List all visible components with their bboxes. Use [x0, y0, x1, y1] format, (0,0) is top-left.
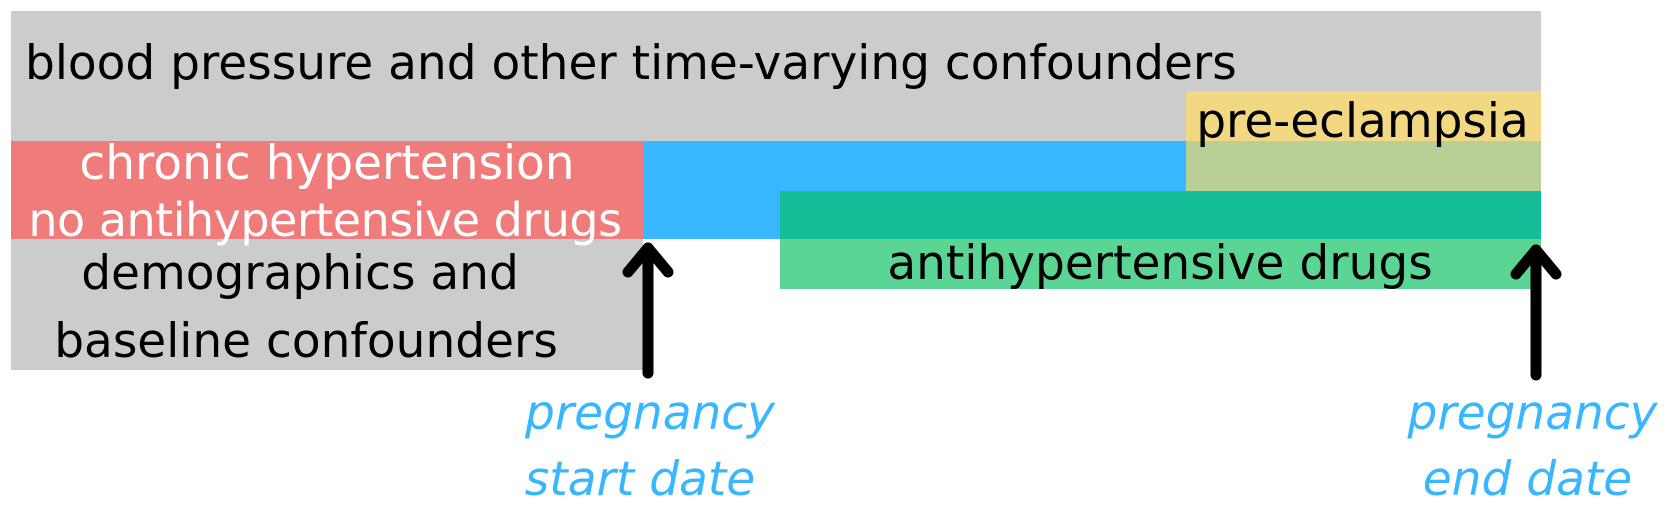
chronic-hypertension-label-line1: chronic hypertension	[79, 136, 575, 191]
baseline-label-line2: baseline confounders	[54, 314, 558, 369]
baseline-label-line1: demographics and	[81, 246, 519, 301]
antihypertensive-drugs-label: antihypertensive drugs	[887, 236, 1433, 291]
chronic-hypertension-band	[11, 141, 643, 239]
chronic-hypertension-label-line2: no antihypertensive drugs	[28, 193, 622, 247]
antihypertensive-drugs-band	[780, 239, 1541, 289]
start-arrow-icon	[622, 242, 674, 379]
pregnancy-start-label-line2: start date	[524, 452, 756, 507]
pre-eclampsia-label: pre-eclampsia	[1196, 94, 1529, 149]
pregnancy-start-label-line1: pregnancy	[525, 386, 775, 441]
time-varying-label: blood pressure and other time-varying co…	[25, 36, 1237, 91]
pregnancy-end-label-line2: end date	[1422, 452, 1633, 507]
pre-eclampsia-overlap-band	[1186, 141, 1541, 191]
baseline-confounders-block	[11, 230, 643, 370]
pre-eclampsia-band	[1186, 91, 1541, 141]
end-arrow-icon	[1510, 244, 1562, 381]
pregnancy-end-label-line1: pregnancy	[1407, 386, 1658, 441]
antihypertensive-overlap-band	[780, 191, 1541, 239]
